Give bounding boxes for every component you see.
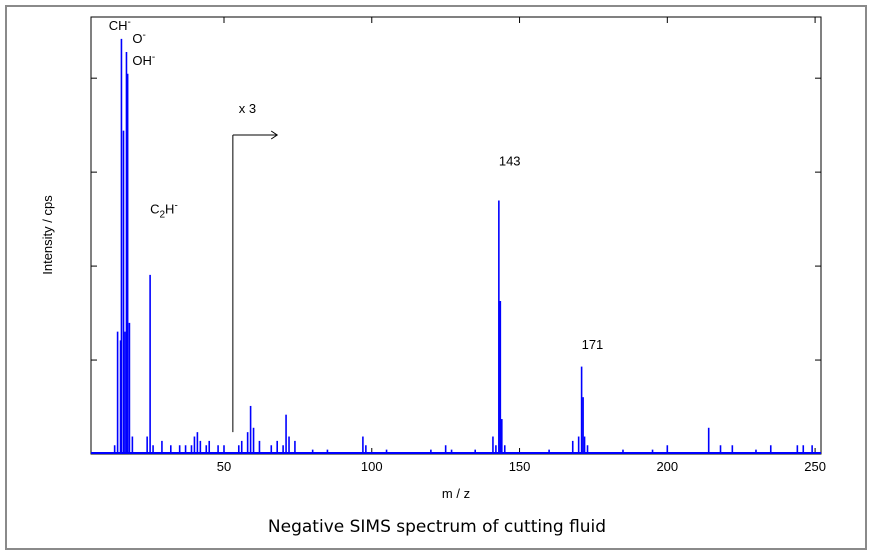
peak-label: 171 xyxy=(582,337,604,352)
x-tick-label: 100 xyxy=(361,459,383,474)
x-tick-label: 50 xyxy=(217,459,231,474)
x-tick-label: 200 xyxy=(656,459,678,474)
peak-label: x 3 xyxy=(239,101,256,116)
x-tick-label: 250 xyxy=(804,459,826,474)
x-tick-label: 150 xyxy=(509,459,531,474)
peak-label: O- xyxy=(132,30,145,46)
scale-marker xyxy=(232,130,279,433)
arrow-head xyxy=(270,130,279,140)
plot-area xyxy=(90,16,822,455)
peak-annotations: CH-O- OH- C2H-x 3 143 171 xyxy=(109,17,604,352)
y-axis-label: Intensity / cps xyxy=(40,195,55,275)
peak-label: C2H- xyxy=(150,201,178,221)
spectrum-peaks xyxy=(91,38,821,454)
x-tick-labels: 50 100 150 200 250 xyxy=(217,459,826,474)
peak-label: 143 xyxy=(499,154,521,169)
peak-label: OH- xyxy=(132,52,155,68)
x-axis-label: m / z xyxy=(442,486,470,501)
figure-caption: Negative SIMS spectrum of cutting fluid xyxy=(267,517,607,537)
peak-label: CH- xyxy=(109,17,131,33)
